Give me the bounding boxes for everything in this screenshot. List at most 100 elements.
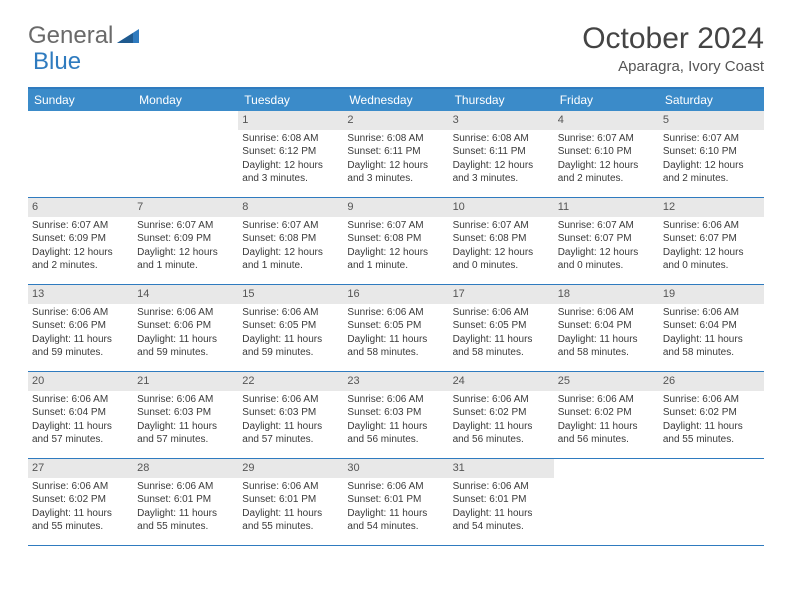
sunrise-text: Sunrise: 6:06 AM xyxy=(242,306,339,320)
week-row: 27Sunrise: 6:06 AMSunset: 6:02 PMDayligh… xyxy=(28,459,764,546)
day-number: 16 xyxy=(343,285,448,304)
sunset-text: Sunset: 6:03 PM xyxy=(242,406,339,420)
sunset-text: Sunset: 6:08 PM xyxy=(347,232,444,246)
sunrise-text: Sunrise: 6:07 AM xyxy=(558,219,655,233)
day-cell: 28Sunrise: 6:06 AMSunset: 6:01 PMDayligh… xyxy=(133,459,238,545)
day-cell: 21Sunrise: 6:06 AMSunset: 6:03 PMDayligh… xyxy=(133,372,238,458)
sunset-text: Sunset: 6:04 PM xyxy=(32,406,129,420)
day-cell: 18Sunrise: 6:06 AMSunset: 6:04 PMDayligh… xyxy=(554,285,659,371)
sunrise-text: Sunrise: 6:08 AM xyxy=(347,132,444,146)
sunrise-text: Sunrise: 6:06 AM xyxy=(32,480,129,494)
day-cell: 23Sunrise: 6:06 AMSunset: 6:03 PMDayligh… xyxy=(343,372,448,458)
day-cell: 26Sunrise: 6:06 AMSunset: 6:02 PMDayligh… xyxy=(659,372,764,458)
sunrise-text: Sunrise: 6:06 AM xyxy=(453,393,550,407)
day-cell: 5Sunrise: 6:07 AMSunset: 6:10 PMDaylight… xyxy=(659,111,764,197)
day-number: 2 xyxy=(343,111,448,130)
location-label: Aparagra, Ivory Coast xyxy=(582,58,764,75)
weekday-header: Wednesday xyxy=(343,89,448,111)
calendar: SundayMondayTuesdayWednesdayThursdayFrid… xyxy=(28,87,764,546)
day-number: 27 xyxy=(28,459,133,478)
day-number: 21 xyxy=(133,372,238,391)
day-number: 9 xyxy=(343,198,448,217)
daylight-text: Daylight: 11 hours and 57 minutes. xyxy=(137,420,234,447)
day-number: 10 xyxy=(449,198,554,217)
day-cell: 14Sunrise: 6:06 AMSunset: 6:06 PMDayligh… xyxy=(133,285,238,371)
logo-triangle-icon xyxy=(117,25,139,48)
day-number: 11 xyxy=(554,198,659,217)
sunrise-text: Sunrise: 6:06 AM xyxy=(137,480,234,494)
daylight-text: Daylight: 11 hours and 57 minutes. xyxy=(32,420,129,447)
sunrise-text: Sunrise: 6:06 AM xyxy=(453,306,550,320)
sunset-text: Sunset: 6:06 PM xyxy=(137,319,234,333)
sunset-text: Sunset: 6:01 PM xyxy=(453,493,550,507)
day-number: 3 xyxy=(449,111,554,130)
day-cell xyxy=(659,459,764,545)
day-number: 1 xyxy=(238,111,343,130)
sunset-text: Sunset: 6:02 PM xyxy=(453,406,550,420)
brand-part2: Blue xyxy=(33,48,81,75)
sunrise-text: Sunrise: 6:06 AM xyxy=(347,480,444,494)
day-number: 14 xyxy=(133,285,238,304)
daylight-text: Daylight: 12 hours and 1 minute. xyxy=(347,246,444,273)
sunset-text: Sunset: 6:06 PM xyxy=(32,319,129,333)
day-number: 20 xyxy=(28,372,133,391)
sunset-text: Sunset: 6:02 PM xyxy=(558,406,655,420)
day-cell xyxy=(133,111,238,197)
daylight-text: Daylight: 11 hours and 56 minutes. xyxy=(558,420,655,447)
day-number: 22 xyxy=(238,372,343,391)
day-cell: 27Sunrise: 6:06 AMSunset: 6:02 PMDayligh… xyxy=(28,459,133,545)
day-cell: 12Sunrise: 6:06 AMSunset: 6:07 PMDayligh… xyxy=(659,198,764,284)
sunset-text: Sunset: 6:03 PM xyxy=(347,406,444,420)
sunset-text: Sunset: 6:07 PM xyxy=(558,232,655,246)
day-number: 25 xyxy=(554,372,659,391)
sunset-text: Sunset: 6:09 PM xyxy=(137,232,234,246)
sunrise-text: Sunrise: 6:06 AM xyxy=(242,393,339,407)
daylight-text: Daylight: 11 hours and 54 minutes. xyxy=(347,507,444,534)
day-cell: 4Sunrise: 6:07 AMSunset: 6:10 PMDaylight… xyxy=(554,111,659,197)
sunrise-text: Sunrise: 6:07 AM xyxy=(347,219,444,233)
sunset-text: Sunset: 6:04 PM xyxy=(663,319,760,333)
daylight-text: Daylight: 11 hours and 56 minutes. xyxy=(453,420,550,447)
day-number: 7 xyxy=(133,198,238,217)
day-cell: 19Sunrise: 6:06 AMSunset: 6:04 PMDayligh… xyxy=(659,285,764,371)
daylight-text: Daylight: 11 hours and 58 minutes. xyxy=(558,333,655,360)
title-block: October 2024 Aparagra, Ivory Coast xyxy=(582,22,764,75)
day-number: 6 xyxy=(28,198,133,217)
day-number: 26 xyxy=(659,372,764,391)
daylight-text: Daylight: 12 hours and 3 minutes. xyxy=(453,159,550,186)
day-cell: 2Sunrise: 6:08 AMSunset: 6:11 PMDaylight… xyxy=(343,111,448,197)
day-number: 8 xyxy=(238,198,343,217)
sunset-text: Sunset: 6:05 PM xyxy=(242,319,339,333)
weekday-header-row: SundayMondayTuesdayWednesdayThursdayFrid… xyxy=(28,89,764,111)
weekday-header: Saturday xyxy=(659,89,764,111)
month-title: October 2024 xyxy=(582,22,764,56)
sunrise-text: Sunrise: 6:06 AM xyxy=(32,393,129,407)
sunset-text: Sunset: 6:08 PM xyxy=(242,232,339,246)
sunset-text: Sunset: 6:02 PM xyxy=(663,406,760,420)
weekday-header: Monday xyxy=(133,89,238,111)
day-number: 19 xyxy=(659,285,764,304)
day-number: 12 xyxy=(659,198,764,217)
sunrise-text: Sunrise: 6:06 AM xyxy=(558,393,655,407)
sunset-text: Sunset: 6:01 PM xyxy=(347,493,444,507)
sunrise-text: Sunrise: 6:08 AM xyxy=(453,132,550,146)
week-row: 1Sunrise: 6:08 AMSunset: 6:12 PMDaylight… xyxy=(28,111,764,198)
day-cell: 13Sunrise: 6:06 AMSunset: 6:06 PMDayligh… xyxy=(28,285,133,371)
sunset-text: Sunset: 6:11 PM xyxy=(453,145,550,159)
daylight-text: Daylight: 11 hours and 57 minutes. xyxy=(242,420,339,447)
daylight-text: Daylight: 12 hours and 2 minutes. xyxy=(663,159,760,186)
sunset-text: Sunset: 6:05 PM xyxy=(453,319,550,333)
week-row: 13Sunrise: 6:06 AMSunset: 6:06 PMDayligh… xyxy=(28,285,764,372)
day-cell: 20 Sunrise: 6:06 AMSunset: 6:04 PMDayligh… xyxy=(28,372,133,458)
brand-logo: General xyxy=(28,22,141,50)
sunset-text: Sunset: 6:01 PM xyxy=(242,493,339,507)
sunrise-text: Sunrise: 6:06 AM xyxy=(32,306,129,320)
daylight-text: Daylight: 11 hours and 58 minutes. xyxy=(453,333,550,360)
sunrise-text: Sunrise: 6:07 AM xyxy=(453,219,550,233)
weeks-container: 1Sunrise: 6:08 AMSunset: 6:12 PMDaylight… xyxy=(28,111,764,546)
day-cell: 6Sunrise: 6:07 AMSunset: 6:09 PMDaylight… xyxy=(28,198,133,284)
daylight-text: Daylight: 11 hours and 55 minutes. xyxy=(137,507,234,534)
daylight-text: Daylight: 11 hours and 58 minutes. xyxy=(663,333,760,360)
weekday-header: Thursday xyxy=(449,89,554,111)
day-cell: 24Sunrise: 6:06 AMSunset: 6:02 PMDayligh… xyxy=(449,372,554,458)
